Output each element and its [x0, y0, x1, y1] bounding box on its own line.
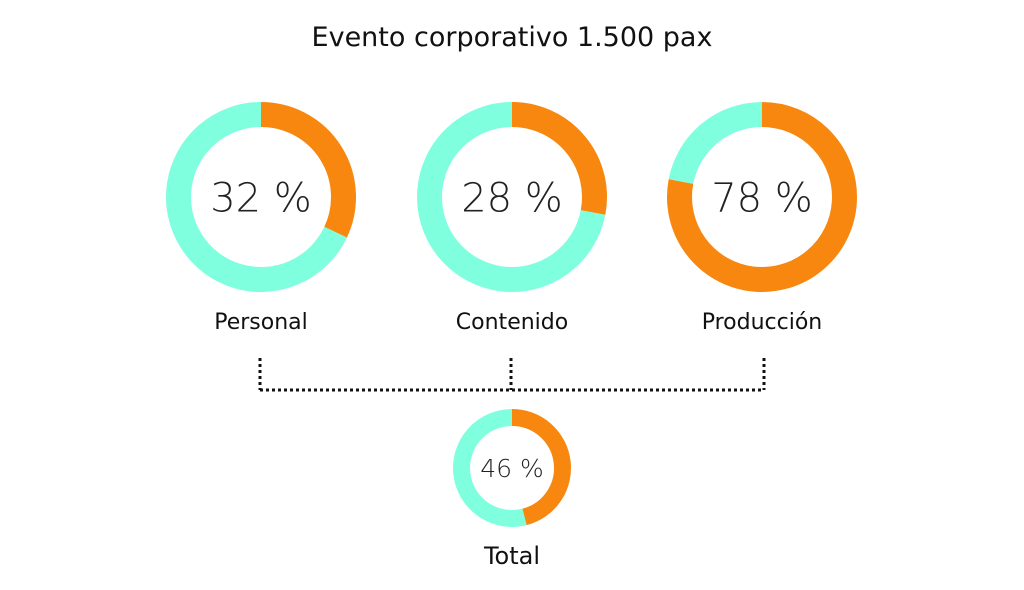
- donut-value-label: 78 %: [711, 175, 813, 221]
- donut-category-label: Producción: [702, 310, 823, 335]
- donut-value-label: 28 %: [461, 175, 563, 221]
- donut-value-label: 46 %: [480, 454, 544, 483]
- donut-category-label: Contenido: [456, 310, 568, 335]
- donut-producción: 78 % Producción: [667, 102, 857, 335]
- donut-category-label: Total: [483, 542, 540, 570]
- donut-category-label: Personal: [214, 310, 308, 335]
- slice-remainder: [166, 102, 347, 292]
- slice-remainder: [453, 409, 527, 527]
- slice-value: [511, 409, 571, 526]
- donut-total: 46 % Total: [453, 409, 571, 570]
- connector-lines: [258, 358, 766, 392]
- donut-value-label: 32 %: [210, 175, 312, 221]
- donut-contenido: 28 % Contenido: [417, 102, 607, 335]
- slice-value: [511, 102, 607, 215]
- slice-remainder: [668, 102, 763, 185]
- slice-value: [260, 102, 356, 238]
- slice-remainder: [417, 102, 606, 292]
- slice-value: [667, 102, 857, 292]
- donut-personal: 32 % Personal: [166, 102, 356, 335]
- chart-title: Evento corporativo 1.500 pax: [312, 22, 713, 53]
